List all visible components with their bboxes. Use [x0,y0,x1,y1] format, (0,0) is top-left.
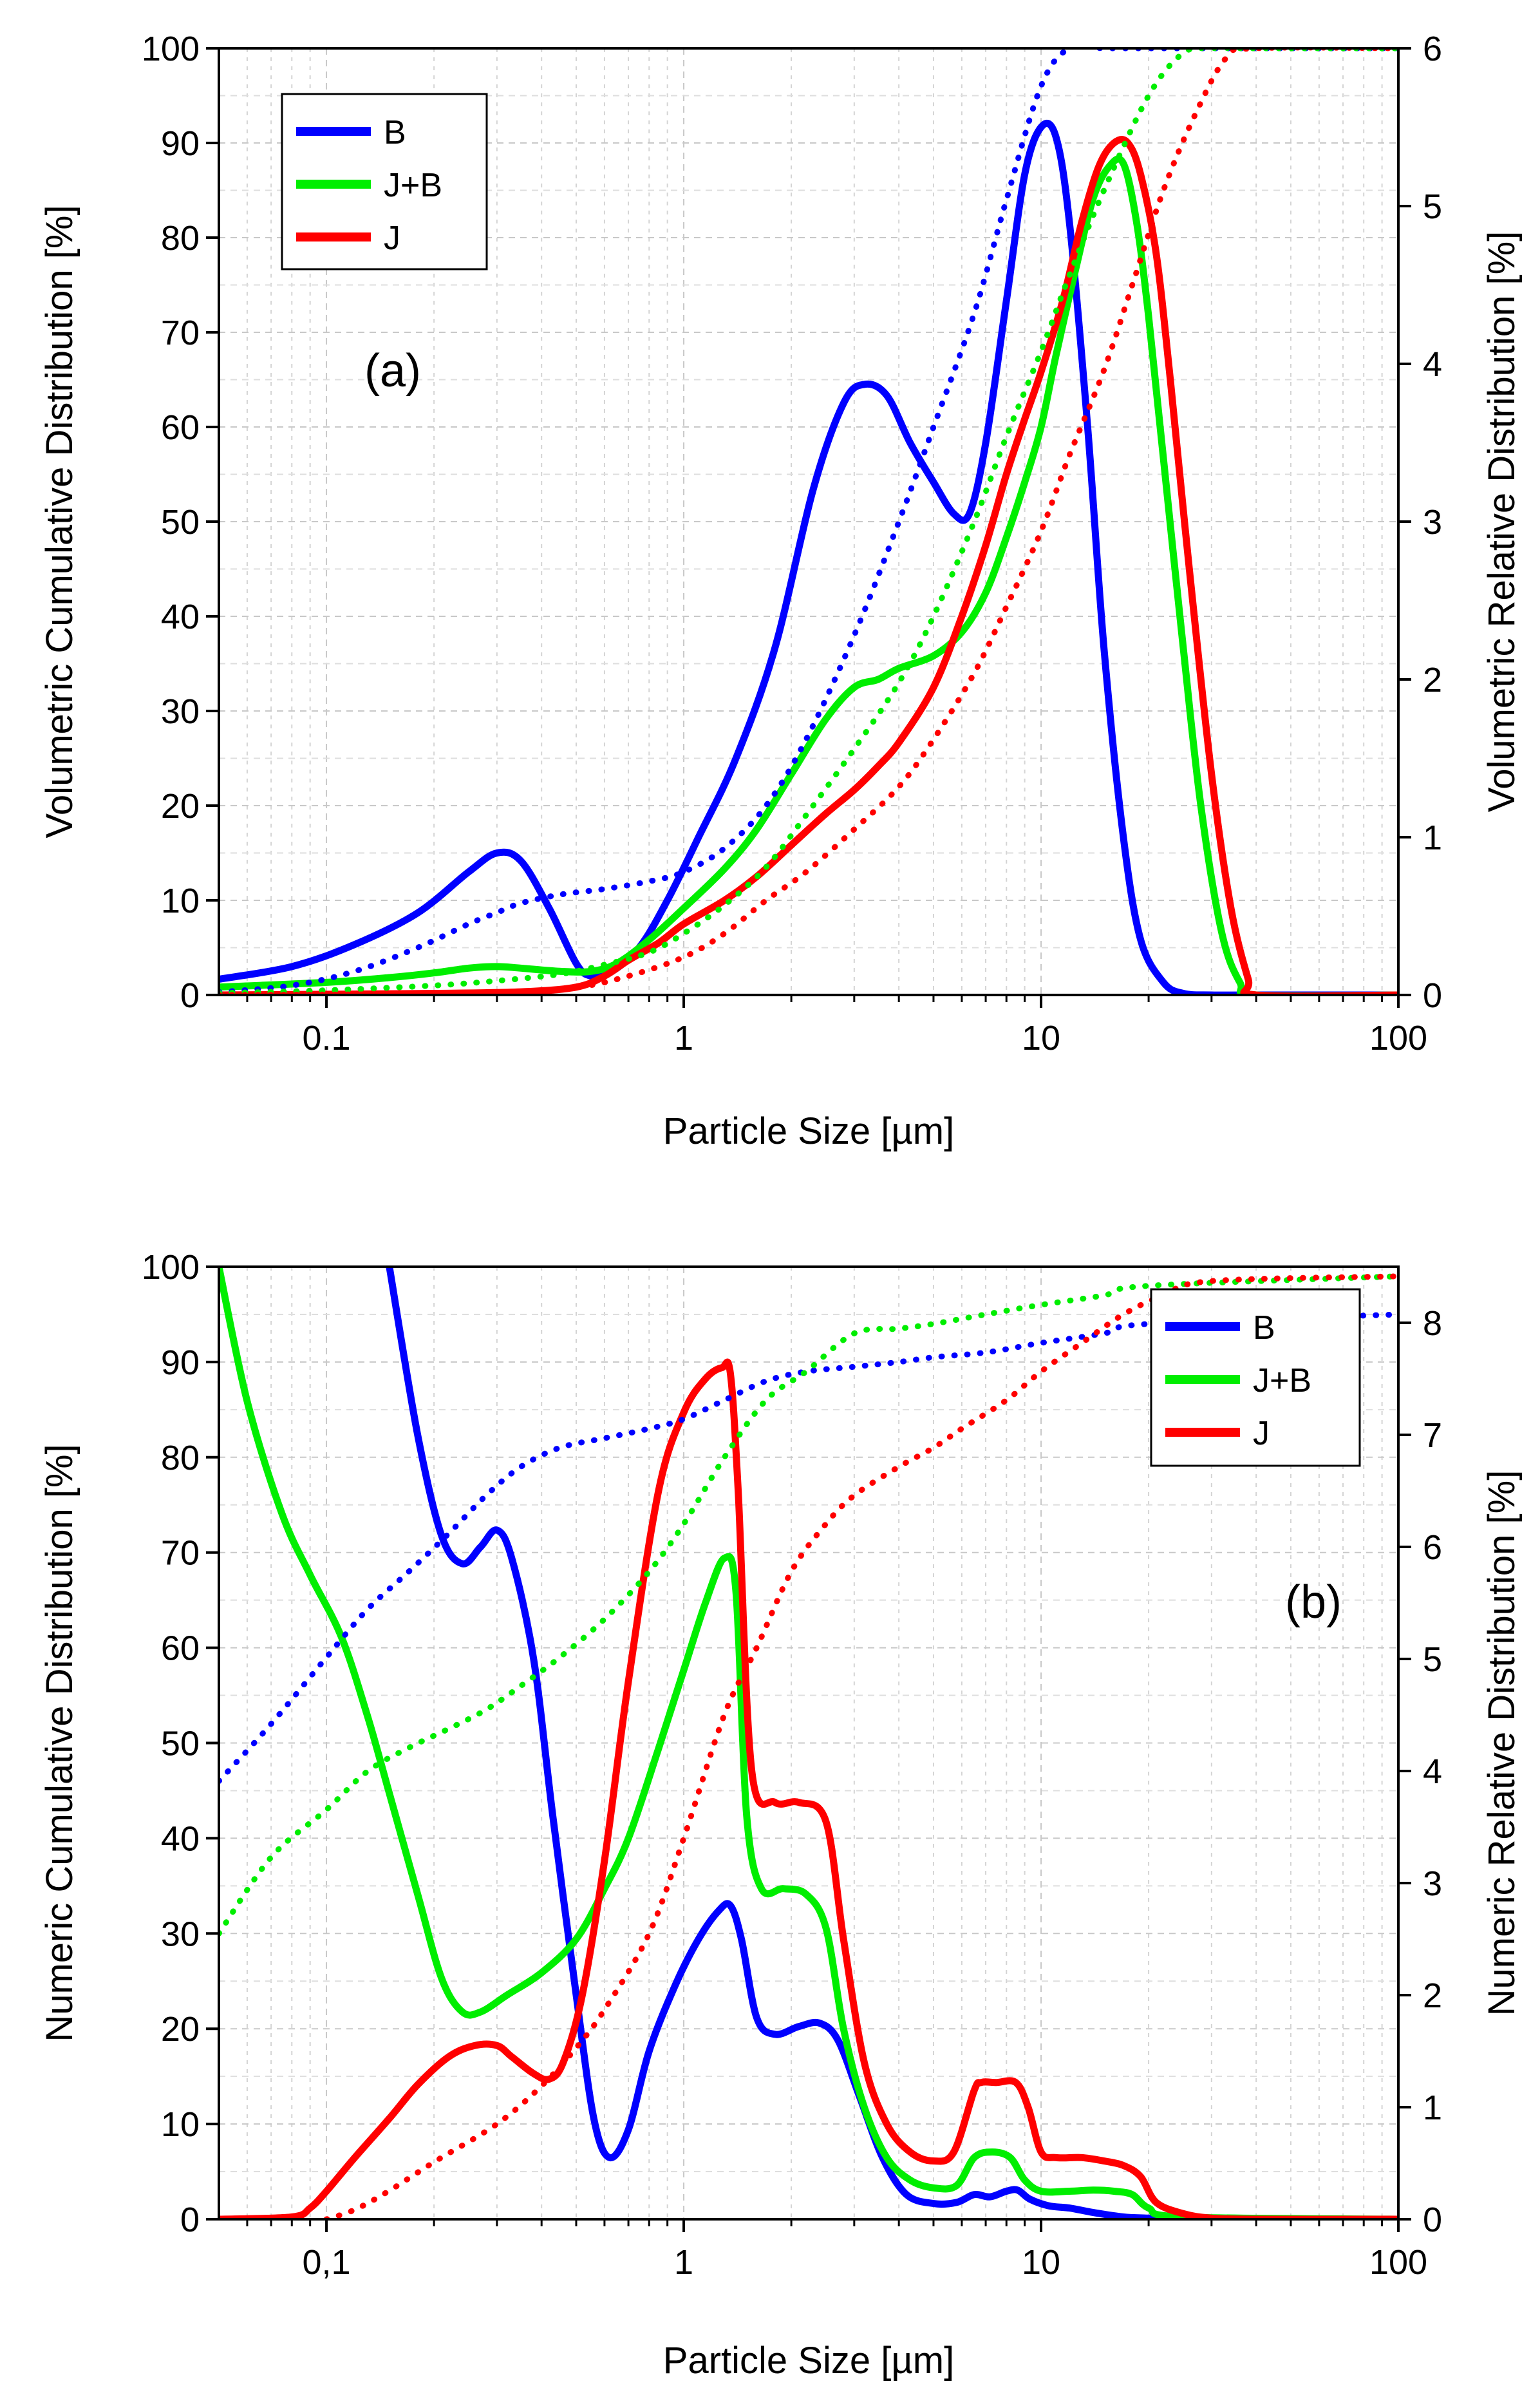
series-relative-B [386,1267,1398,2219]
legend-label: J [384,220,400,257]
chart-panel-2: 0,1 1 10 100 0 10 20 30 40 50 60 70 80 90 100 0 1 2 3 4 5 6 7 8… [39,1248,1523,2382]
y2-tick-label: 8 [1423,1304,1442,1343]
legend: B J+B J [1150,1288,1361,1467]
x-tick-label: 10 [1022,2243,1060,2282]
y2-tick-label: 4 [1423,1752,1442,1791]
series-group [219,48,1398,995]
y-tick-label: 80 [161,219,200,258]
y-axis-title: Numeric Cumulative Distribution [%] [39,1444,80,2041]
y-tick-label: 20 [161,2010,200,2049]
y-tick-label: 10 [161,882,200,920]
series-relative-JplusB [219,155,1398,995]
chart-panel-1: 0.1 1 10 100 0 10 20 30 40 50 60 70 80 90 100 0 1 2 3 4 5 6 Pa… [39,30,1523,1152]
panel-label: (a) [364,345,421,397]
x-tick-label: 1 [674,2243,693,2282]
y-tick-label: 80 [161,1439,200,1477]
y2-tick-label: 3 [1423,503,1442,542]
x-axis-title: Particle Size [µm] [663,1110,954,1152]
y2-tick-label: 5 [1423,1640,1442,1679]
y-tick-label: 60 [161,408,200,447]
series-cumulative-JplusB [219,48,1398,995]
y-tick-label: 60 [161,1629,200,1668]
y-tick-label: 70 [161,314,200,352]
y-tick-label: 70 [161,1534,200,1573]
y2-tick-label: 1 [1423,819,1442,857]
series-relative-JplusB [219,1267,1398,2219]
series-cumulative-J [219,48,1398,995]
panel-label: (b) [1285,1577,1342,1628]
y-tick-label: 100 [142,30,200,68]
y-axis-title: Volumetric Cumulative Distribution [%] [39,205,80,838]
y2-tick-label: 4 [1423,345,1442,384]
y-tick-label: 100 [142,1248,200,1287]
y2-tick-label: 7 [1423,1416,1442,1455]
y-tick-label: 40 [161,598,200,636]
y-tick-label: 10 [161,2105,200,2144]
legend-label: J+B [1253,1362,1311,1399]
x-axis-title: Particle Size [µm] [663,2340,954,2382]
axes: 0,1 1 10 100 0 10 20 30 40 50 60 70 80 90 100 0 1 2 3 4 5 6 7 8 [142,1248,1442,2282]
x-tick-label: 100 [1369,1019,1427,1057]
y-tick-label: 30 [161,1915,200,1953]
y2-tick-label: 6 [1423,1528,1442,1567]
y-tick-label: 50 [161,503,200,542]
y-tick-label: 90 [161,1343,200,1382]
y2-tick-label: 3 [1423,1864,1442,1903]
legend-label: B [384,114,406,151]
y2-axis-title: Volumetric Relative Distribution [%] [1481,231,1523,813]
legend-label: J [1253,1415,1270,1452]
y2-tick-label: 2 [1423,661,1442,699]
y-tick-label: 90 [161,124,200,163]
y2-tick-label: 2 [1423,1976,1442,2015]
y2-tick-label: 1 [1423,2089,1442,2127]
y-tick-label: 30 [161,692,200,731]
series-relative-J [219,136,1398,995]
x-tick-label: 10 [1022,1019,1060,1057]
series-cumulative-B [219,1311,1398,1785]
y-tick-label: 0 [180,2201,200,2239]
series-relative-J [219,1358,1398,2219]
x-tick-label: 100 [1369,2243,1427,2282]
y2-tick-label: 0 [1423,2201,1442,2239]
x-tick-label: 0.1 [303,1019,351,1057]
y2-tick-label: 6 [1423,30,1442,68]
y-tick-label: 20 [161,787,200,826]
legend-label: J+B [384,167,442,204]
series-cumulative-B [219,48,1398,995]
axes: 0.1 1 10 100 0 10 20 30 40 50 60 70 80 90 100 0 1 2 3 4 5 6 [142,30,1442,1057]
y2-tick-label: 0 [1423,976,1442,1015]
y2-axis-title: Numeric Relative Distribution [%] [1481,1470,1523,2016]
y-tick-label: 0 [180,976,200,1015]
series-group [219,1267,1398,2219]
legend: B J+B J [281,93,488,270]
legend-label: B [1253,1309,1275,1347]
y-tick-label: 50 [161,1725,200,1763]
x-tick-label: 1 [674,1019,693,1057]
series-relative-B [219,120,1398,995]
y-tick-label: 40 [161,1819,200,1858]
x-tick-label: 0,1 [303,2243,351,2282]
y2-tick-label: 5 [1423,187,1442,226]
